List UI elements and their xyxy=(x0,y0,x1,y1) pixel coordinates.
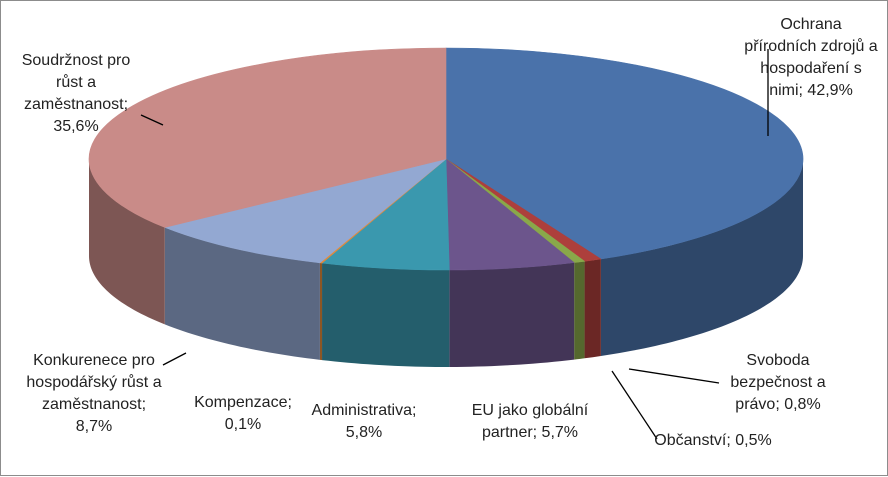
leader-lines xyxy=(140,49,769,440)
data-label-svoboda-bezpecnost-a-pravo: Svoboda bezpečnost a právo; 0,8% xyxy=(730,352,825,413)
data-label-line: zaměstnanost; xyxy=(24,96,128,113)
data-label-soudrznost-pro-rust-a-zamestnanost: Soudržnost pro růst a zaměstnanost; 35,6% xyxy=(22,52,131,135)
side-wall-konkurenece-pro-hospodarsky-rust-a-zamestnanost xyxy=(164,227,320,360)
data-label-line: Konkurenece pro xyxy=(33,352,155,369)
data-label-line: právo; 0,8% xyxy=(735,396,820,413)
data-label-line: zaměstnanost; xyxy=(42,396,146,413)
data-label-line: EU jako globální xyxy=(472,402,589,419)
data-label-konkurenece-pro-hospodarsky-rust-a-zamestnanost: Konkurenece pro hospodářský růst a zaměstn… xyxy=(26,352,161,435)
data-label-line: nimi; 42,9% xyxy=(769,82,853,99)
data-label-line: 8,7% xyxy=(76,418,112,435)
data-label-line: růst a xyxy=(56,73,96,91)
side-wall-eu-jako-globalni-partner xyxy=(449,262,575,367)
slice-ochrana-prirodnich-zdroju-a-hospodareni-s-nimi xyxy=(445,47,804,260)
side-wall-svoboda-bezpecnost-a-pravo xyxy=(584,259,601,359)
data-label-line: Svoboda xyxy=(746,352,809,369)
slice-eu-jako-globalni-partner xyxy=(445,158,575,271)
data-label-kompenzace: Kompenzace; 0,1% xyxy=(194,394,292,433)
data-label-administrativa: Administrativa; 5,8% xyxy=(312,402,417,441)
data-label-eu-jako-globalni-partner: EU jako globální partner; 5,7% xyxy=(472,402,589,441)
leader-line-soudrznost-pro-rust-a-zamestnanost xyxy=(140,114,164,126)
slice-soudrznost-pro-rust-a-zamestnanost xyxy=(88,47,447,228)
data-label-line: 5,8% xyxy=(346,424,382,441)
leader-line-obcanstvi xyxy=(611,370,658,440)
side-wall-soudrznost-pro-rust-a-zamestnanost xyxy=(89,159,165,325)
data-label-line: 0,1% xyxy=(225,416,261,433)
data-label-line: Občanství; 0,5% xyxy=(654,432,771,449)
leader-line-svoboda-bezpecnost-a-pravo xyxy=(628,368,720,384)
slice-administrativa xyxy=(321,158,450,271)
data-label-line: hospodaření s xyxy=(760,60,861,77)
slice-konkurenece-pro-hospodarsky-rust-a-zamestnanost xyxy=(163,158,447,264)
data-labels: Ochrana přírodních zdrojů a hospodaření s n… xyxy=(22,16,878,449)
data-label-line: bezpečnost a xyxy=(730,374,825,391)
data-label-line: 35,6% xyxy=(53,118,98,135)
data-label-line: Kompenzace; xyxy=(194,394,292,411)
pie-side-walls xyxy=(89,159,803,367)
data-label-obcanstvi: Občanství; 0,5% xyxy=(654,432,771,449)
data-label-line: hospodářský růst a xyxy=(26,373,161,391)
pie-top-faces xyxy=(88,47,804,271)
side-wall-ochrana-prirodnich-zdroju-a-hospodareni-s-nimi xyxy=(600,159,803,357)
side-wall-kompenzace xyxy=(319,262,323,361)
data-label-ochrana-prirodnich-zdroju-a-hospodareni-s-nimi: Ochrana přírodních zdrojů a hospodaření s n… xyxy=(744,16,878,99)
data-label-line: přírodních zdrojů a xyxy=(744,37,878,55)
data-label-line: partner; 5,7% xyxy=(482,424,578,441)
side-wall-administrativa xyxy=(322,263,450,367)
data-label-line: Soudržnost pro xyxy=(22,52,131,69)
data-label-line: Ochrana xyxy=(780,16,841,33)
side-wall-obcanstvi xyxy=(574,261,585,360)
leader-line-konkurenece-pro-hospodarsky-rust-a-zamestnanost xyxy=(162,352,187,366)
data-label-line: Administrativa; xyxy=(312,402,417,419)
